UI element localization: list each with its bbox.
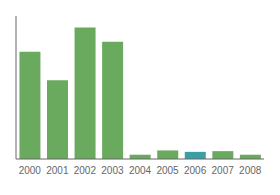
svg-text:2006: 2006 — [184, 165, 207, 176]
svg-text:2007: 2007 — [212, 165, 235, 176]
svg-text:2002: 2002 — [74, 165, 97, 176]
svg-text:2003: 2003 — [101, 165, 124, 176]
svg-text:2001: 2001 — [46, 165, 69, 176]
svg-text:2004: 2004 — [129, 165, 152, 176]
svg-text:2008: 2008 — [239, 165, 262, 176]
svg-text:2000: 2000 — [19, 165, 42, 176]
svg-text:2005: 2005 — [156, 165, 179, 176]
